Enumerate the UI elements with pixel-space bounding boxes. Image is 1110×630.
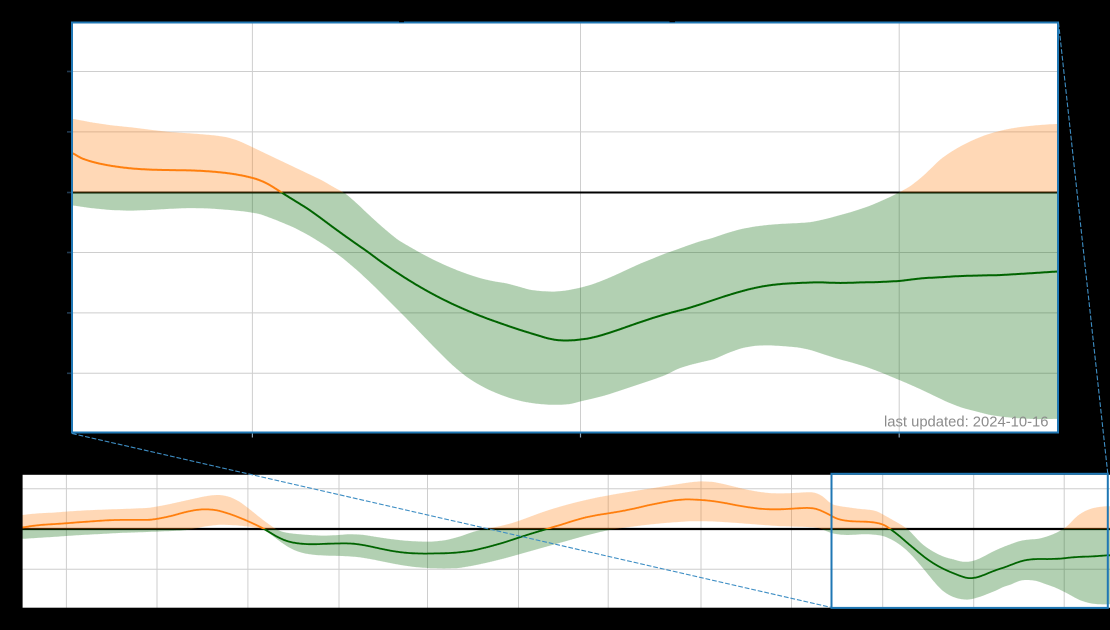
svg-text:last updated: 2024-10-16: last updated: 2024-10-16: [884, 415, 1049, 431]
